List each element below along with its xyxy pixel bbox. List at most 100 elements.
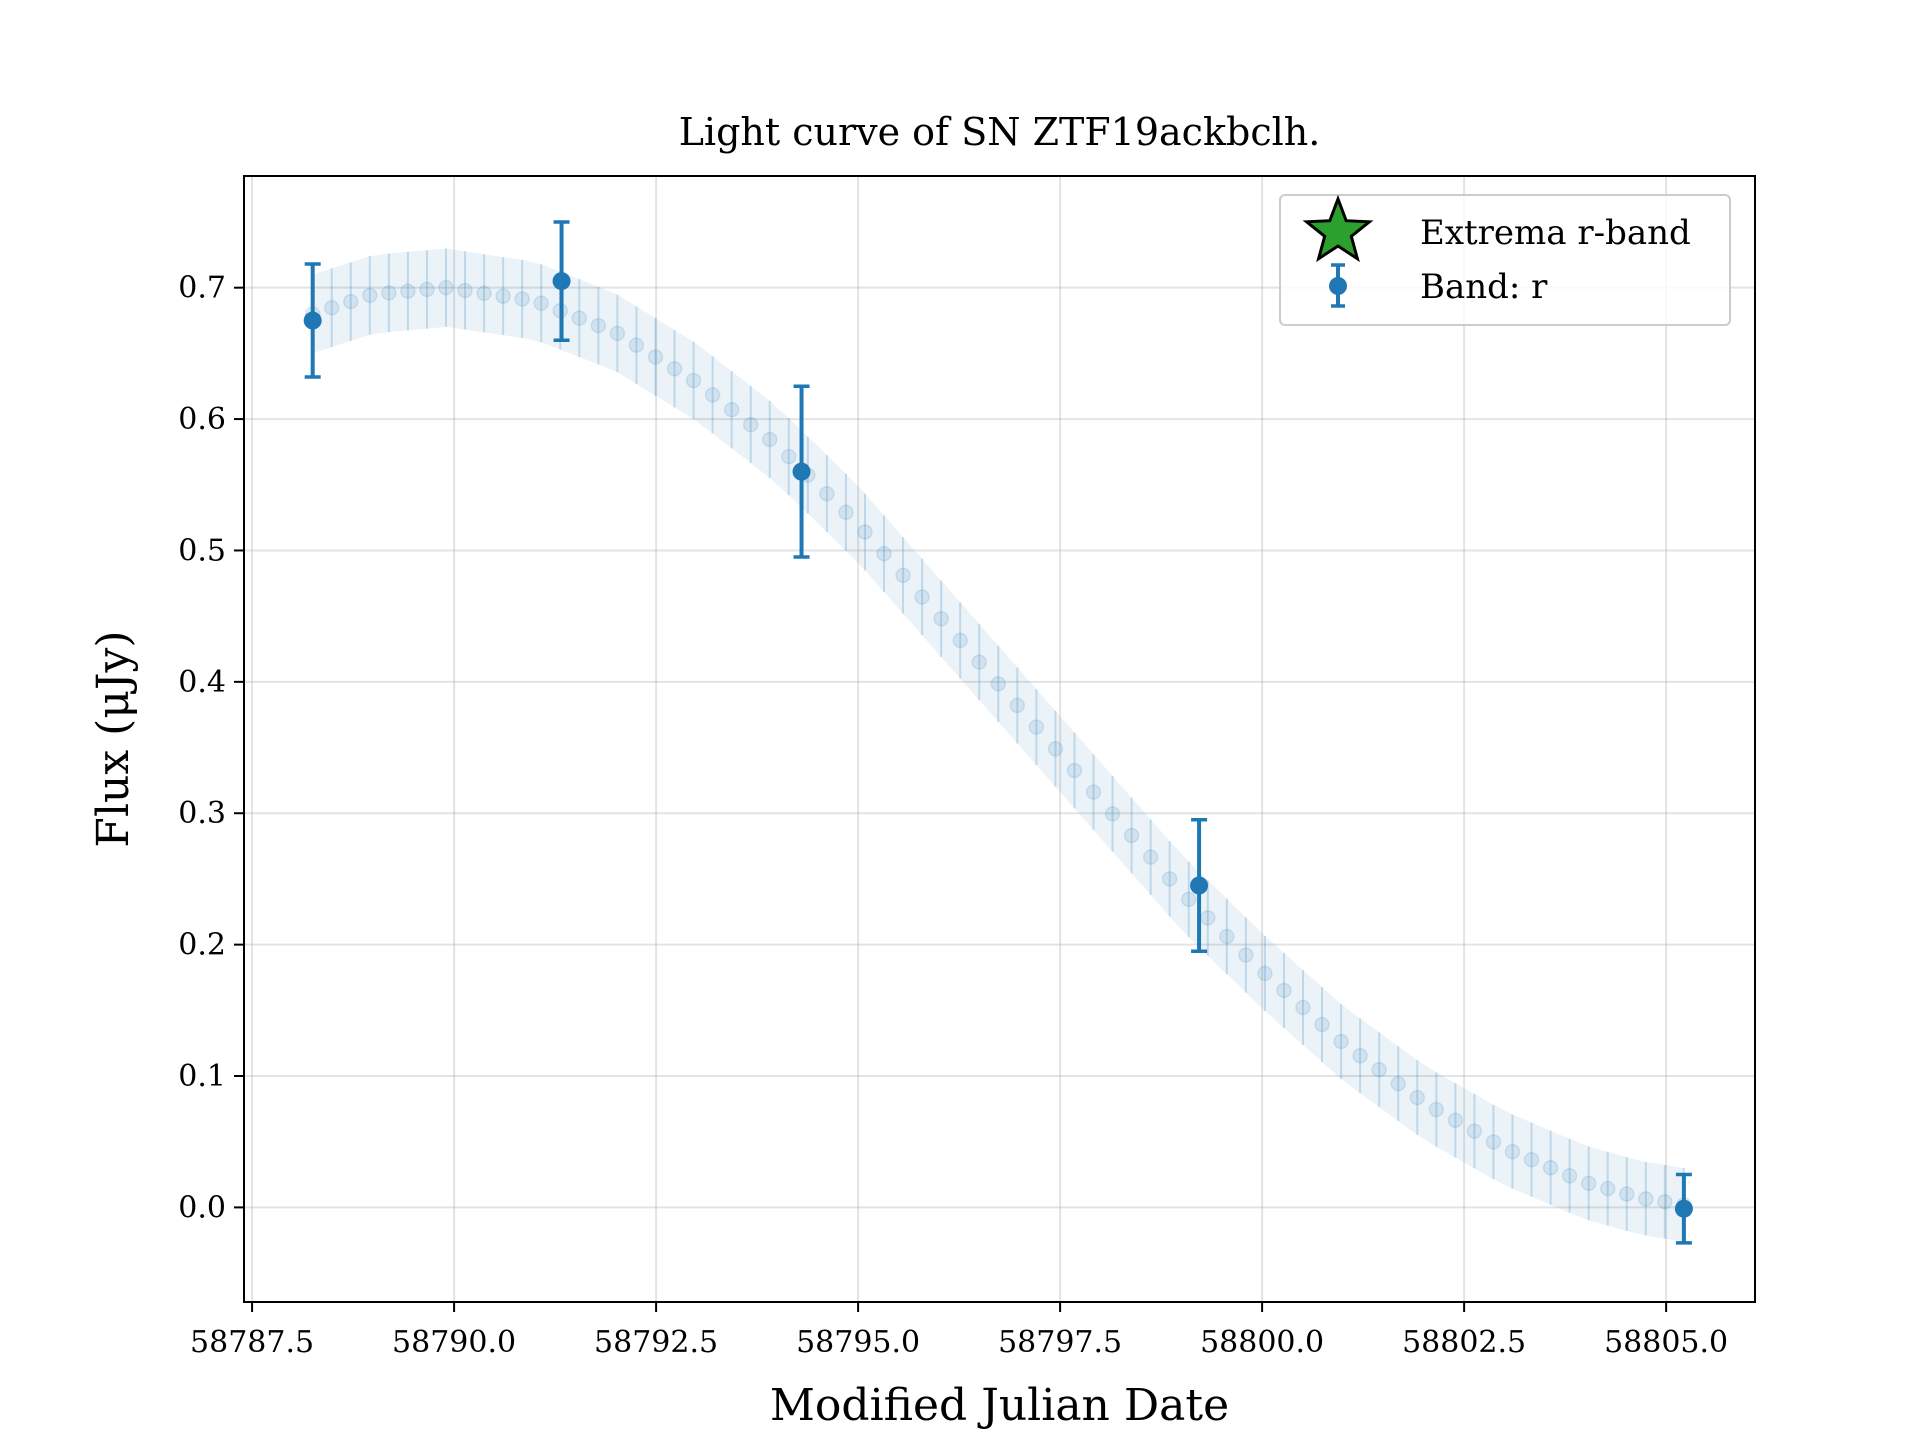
model-point: [762, 431, 778, 448]
x-tick-label: 58790.0: [392, 1325, 516, 1360]
x-tick-label: 58800.0: [1200, 1325, 1324, 1360]
model-point: [1047, 741, 1064, 757]
legend-errorbar-marker-icon: [1329, 263, 1347, 308]
model-point: [990, 676, 1007, 692]
x-axis-label: Modified Julian Date: [770, 1380, 1229, 1431]
model-point: [514, 291, 530, 307]
model-point: [457, 282, 473, 299]
model-point: [1333, 1033, 1349, 1050]
model-point: [343, 293, 359, 310]
model-point: [381, 285, 397, 301]
legend-label-extrema: Extrema r-band: [1420, 213, 1691, 253]
model-point: [1523, 1151, 1540, 1168]
data-point: [303, 311, 322, 330]
x-tick-label: 58797.5: [998, 1325, 1122, 1360]
model-point: [438, 279, 454, 296]
model-point: [476, 285, 492, 302]
model-point: [571, 310, 588, 326]
y-tick-label: 0.5: [178, 533, 226, 568]
model-point: [1314, 1016, 1330, 1033]
model-point: [685, 372, 702, 389]
y-tick-label: 0.3: [178, 796, 226, 831]
model-point: [838, 504, 854, 521]
data-point: [552, 272, 571, 291]
x-tick-label: 58787.5: [190, 1325, 314, 1360]
model-point: [1276, 982, 1292, 999]
model-point: [1485, 1134, 1502, 1150]
data-point: [1190, 876, 1209, 895]
model-point: [1371, 1061, 1387, 1078]
model-point: [971, 654, 987, 670]
legend-star-marker-icon: [1302, 194, 1374, 263]
model-band: [304, 248, 1692, 1242]
model-point: [1104, 806, 1121, 822]
model-point: [1238, 947, 1254, 963]
model-point: [1504, 1143, 1521, 1160]
model-point: [819, 485, 835, 502]
model-point: [1295, 999, 1311, 1016]
model-point: [781, 448, 797, 465]
legend: Extrema r-band Band: r: [1279, 194, 1731, 326]
model-point: [362, 287, 378, 304]
y-tick-label: 0.6: [178, 402, 226, 437]
model-point: [933, 610, 949, 627]
axis-ticks: 58787.5 58790.0 58792.5 58795.0 58797.5 58800…: [178, 271, 1728, 1360]
model-point: [1466, 1123, 1483, 1139]
model-point: [742, 416, 759, 433]
legend-box: [1279, 194, 1731, 326]
model-point: [323, 300, 340, 316]
data-points: [303, 220, 1693, 1245]
model-point: [1542, 1160, 1559, 1176]
model-point: [1009, 697, 1026, 714]
data-point: [1674, 1199, 1693, 1218]
model-point: [1409, 1089, 1426, 1106]
model-point: [609, 325, 626, 342]
model-point: [1580, 1175, 1597, 1192]
model-point: [1028, 719, 1045, 735]
y-tick-label: 0.2: [178, 928, 226, 963]
model-point: [895, 567, 911, 584]
y-tick-label: 0.7: [178, 271, 226, 306]
chart-title: Light curve of SN ZTF19ackbclh.: [679, 110, 1321, 154]
model-point: [1428, 1101, 1445, 1118]
model-point: [857, 524, 873, 540]
model-point: [914, 589, 930, 605]
model-point: [1657, 1194, 1673, 1210]
model-point: [1599, 1180, 1616, 1197]
x-tick-label: 58802.5: [1402, 1325, 1526, 1360]
y-axis-label: Flux (μJy): [88, 630, 139, 847]
x-tick-label: 58792.5: [594, 1325, 718, 1360]
y-tick-label: 0.0: [178, 1190, 226, 1225]
model-point: [1638, 1191, 1654, 1207]
model-point: [1619, 1186, 1635, 1202]
model-point: [1180, 891, 1197, 908]
model-band-fill: [312, 248, 1684, 1242]
model-point: [590, 317, 607, 334]
x-tick-label: 58795.0: [796, 1325, 920, 1360]
model-point: [876, 545, 892, 562]
model-point: [704, 387, 721, 403]
plot-frame: [243, 175, 1756, 1303]
y-tick-label: 0.4: [178, 665, 226, 700]
data-point: [792, 462, 811, 481]
x-tick-label: 58805.0: [1604, 1325, 1728, 1360]
model-point: [1561, 1168, 1578, 1184]
model-point: [1142, 849, 1159, 865]
model-point: [533, 295, 549, 312]
model-point: [1085, 784, 1102, 800]
legend-point: [1329, 277, 1347, 295]
model-point: [1390, 1075, 1406, 1092]
model-point: [628, 337, 645, 353]
model-point: [1066, 762, 1083, 779]
model-point: [1161, 871, 1178, 887]
model-point: [666, 360, 683, 377]
model-point: [1219, 928, 1235, 945]
model-point: [1447, 1112, 1464, 1129]
model-point: [723, 401, 740, 418]
model-point: [400, 283, 416, 299]
model-point: [419, 281, 435, 298]
grid-lines: [244, 176, 1755, 1302]
model-point: [1257, 965, 1273, 982]
model-point: [1123, 827, 1140, 844]
